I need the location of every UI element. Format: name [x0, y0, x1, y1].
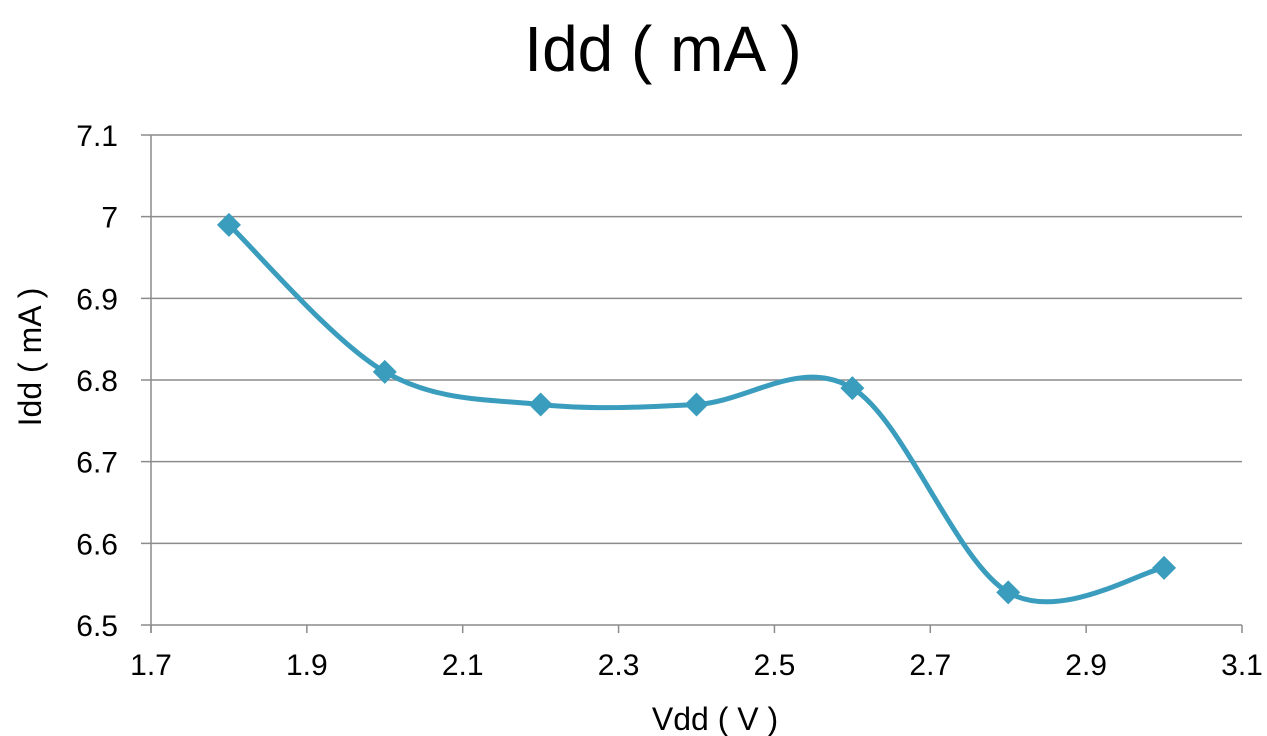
data-point-marker: [372, 359, 397, 384]
y-tick-label: 7.1: [76, 120, 118, 153]
chart-title: Idd ( mA ): [524, 13, 801, 85]
x-tick-label: 1.9: [286, 649, 328, 682]
x-tick-label: 2.9: [1065, 649, 1107, 682]
x-tick-label: 2.1: [442, 649, 484, 682]
x-tick-label: 2.3: [598, 649, 640, 682]
y-tick-label: 6.8: [76, 365, 118, 398]
y-tick-label: 6.9: [76, 283, 118, 316]
data-point-marker: [996, 580, 1021, 605]
x-tick-label: 1.7: [130, 649, 172, 682]
y-tick-label: 6.6: [76, 528, 118, 561]
data-point-marker: [684, 392, 709, 417]
data-point-marker: [1152, 555, 1177, 580]
x-axis-label: Vdd ( V ): [652, 701, 778, 736]
x-tick-label: 2.5: [754, 649, 796, 682]
y-tick-label: 6.7: [76, 447, 118, 480]
x-tick-labels: 1.7 1.9 2.1 2.3 2.5 2.7 2.9 3.1: [130, 649, 1263, 682]
y-axis-label: Idd ( mA ): [12, 288, 48, 427]
data-point-marker: [528, 392, 553, 417]
y-tick-label: 7: [101, 202, 118, 235]
y-tick-labels: 7.1 7 6.9 6.8 6.7 6.6 6.5: [76, 120, 118, 643]
x-tick-label: 3.1: [1221, 649, 1263, 682]
y-tick-label: 6.5: [76, 610, 118, 643]
axes: [141, 135, 1243, 633]
markers-group: [216, 212, 1177, 605]
data-point-marker: [216, 212, 241, 237]
x-tick-label: 2.7: [909, 649, 951, 682]
grid: [141, 134, 1242, 545]
data-point-marker: [840, 376, 865, 401]
